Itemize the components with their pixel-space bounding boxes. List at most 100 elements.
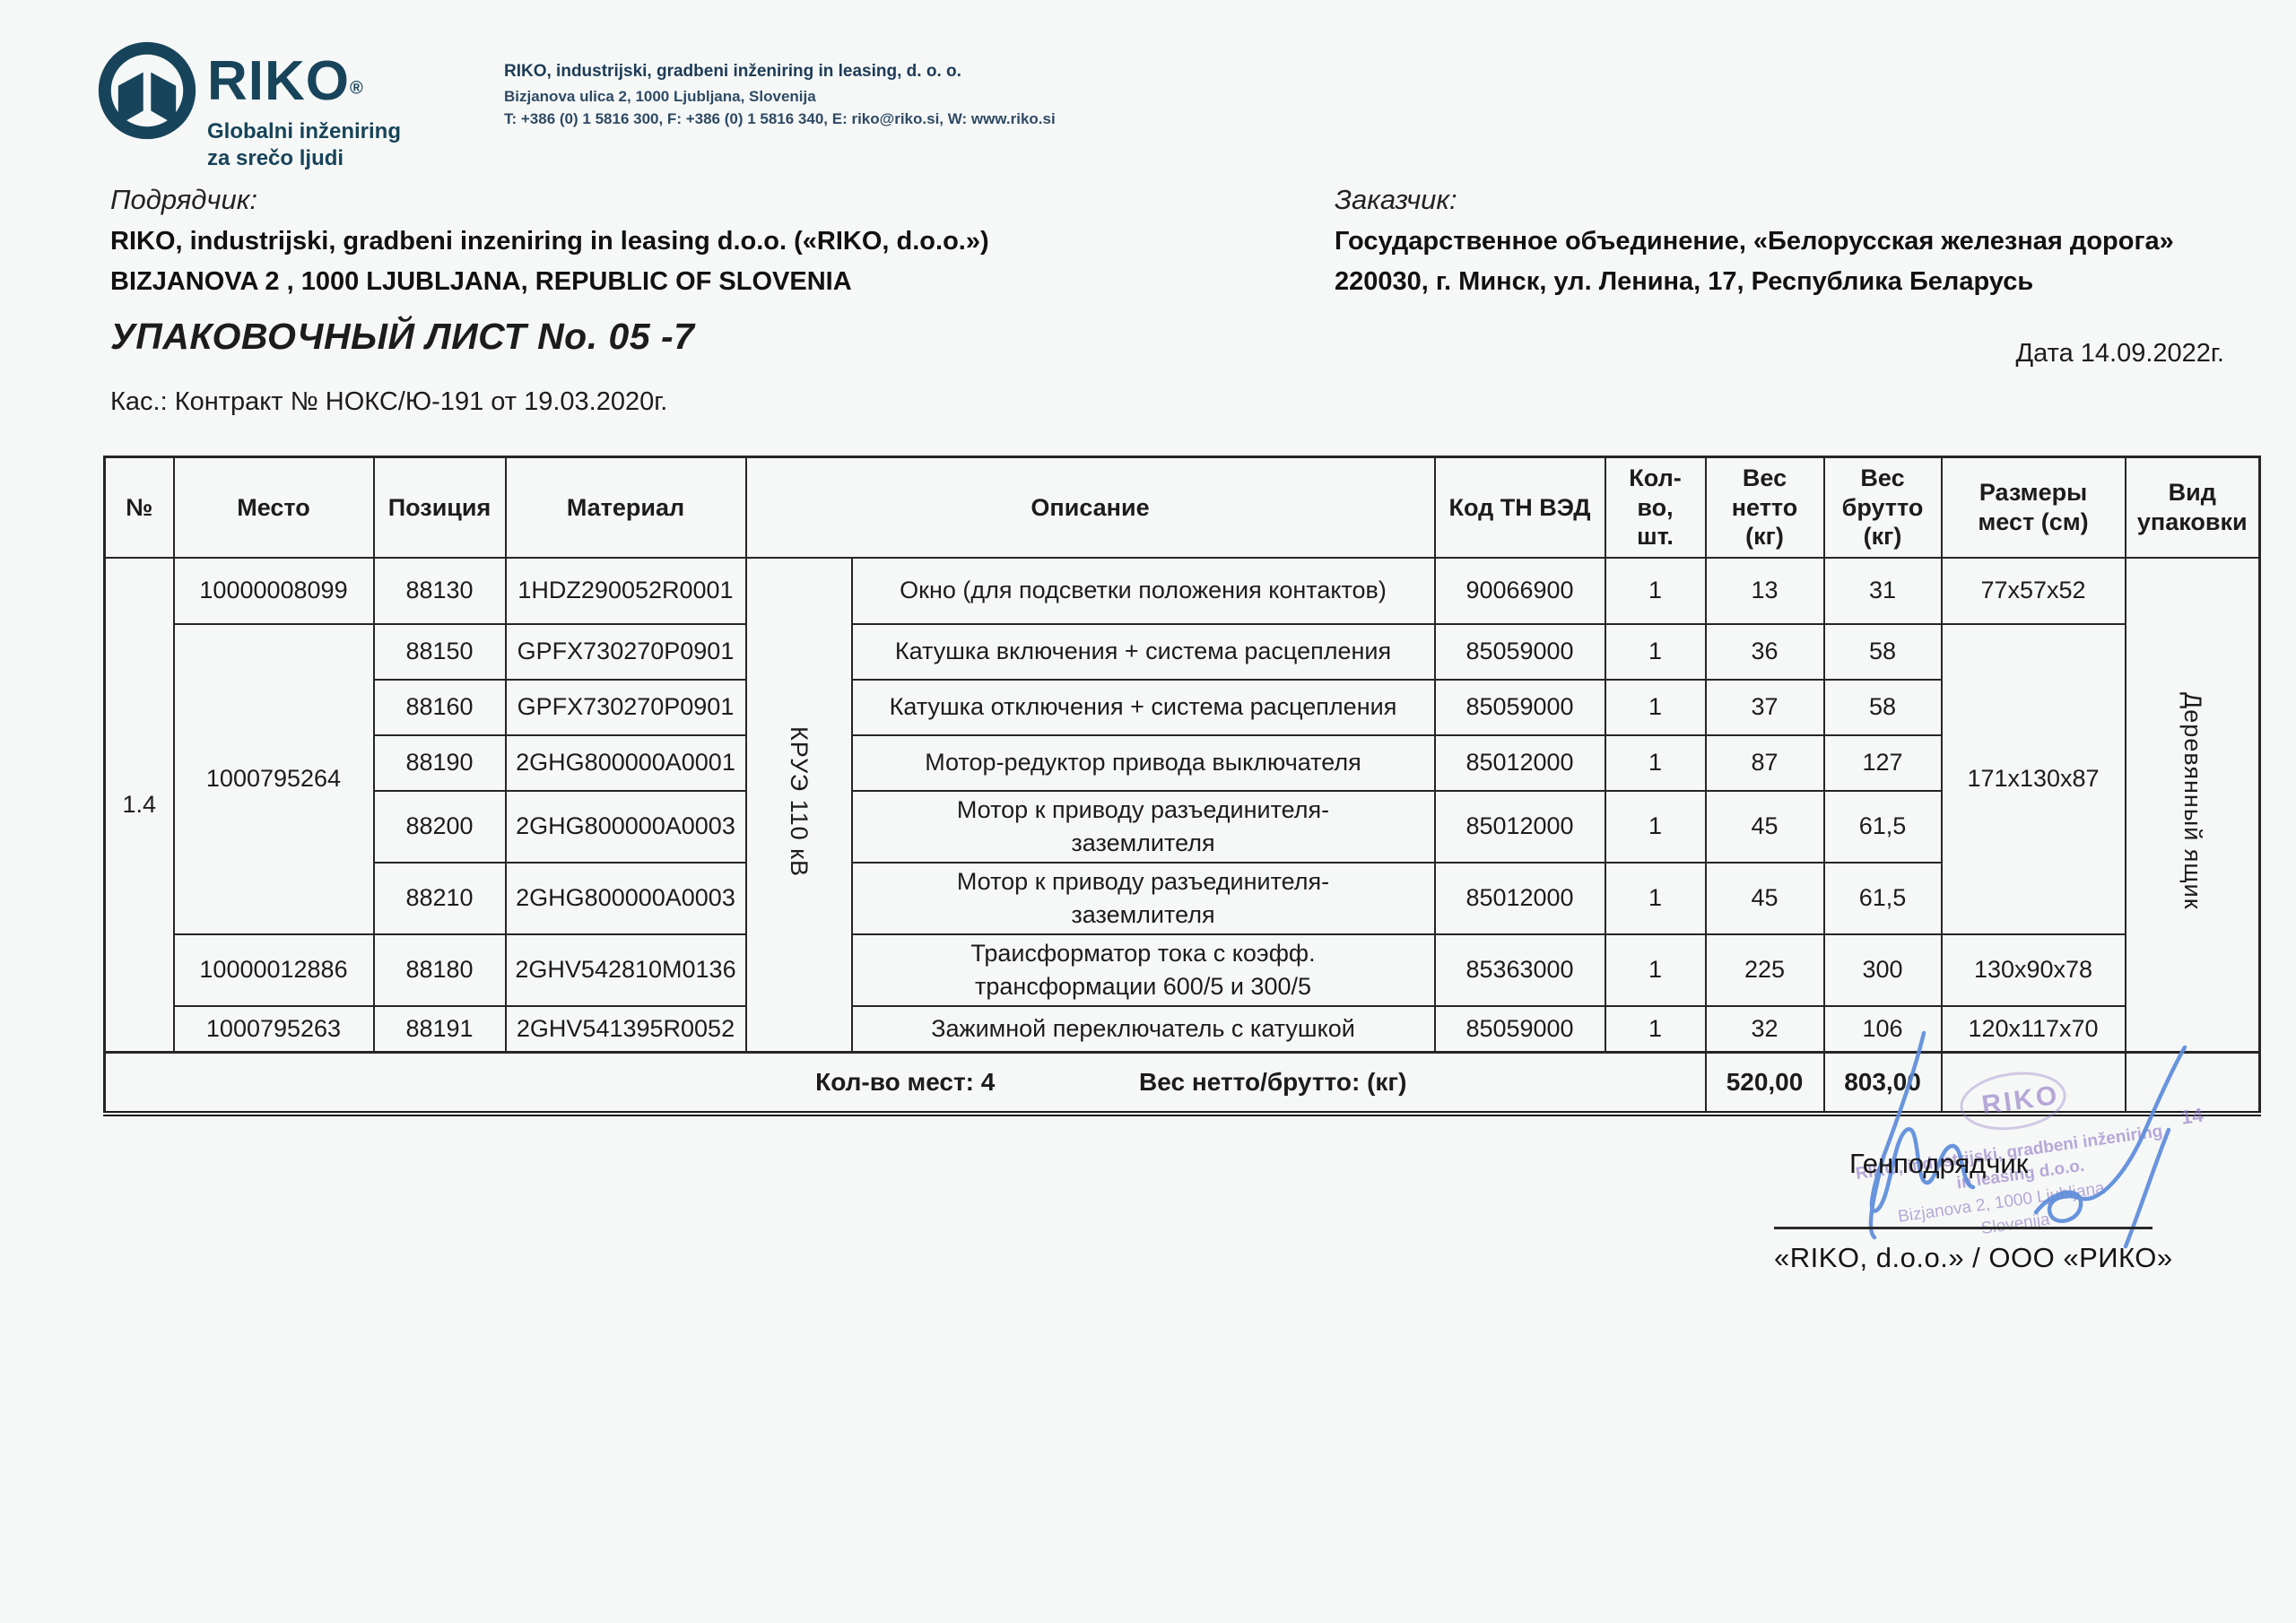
net-weight-cell: 45 (1704, 861, 1825, 935)
net-weight-cell: 32 (1704, 1004, 1825, 1054)
table-row: 88160 GPFX730270P0901 Катушка отключения… (105, 678, 2260, 736)
customs-code-cell: 85059000 (1433, 1004, 1606, 1054)
contractor-label: Подрядчик: (110, 184, 257, 215)
qty-cell: 1 (1604, 789, 1707, 864)
position-cell: 88180 (372, 933, 507, 1007)
contractor-name: RIKO, industrijski, gradbeni inzeniring … (110, 227, 989, 256)
places-count: Кол-во мест: 4 (815, 1067, 996, 1096)
company-address: Bizjanova ulica 2, 1000 Ljubljana, Slove… (504, 87, 816, 105)
description-cell: Окно (для подсветки положения контактов) (850, 556, 1436, 625)
position-cell: 88150 (372, 622, 507, 681)
net-weight-cell: 45 (1704, 789, 1825, 864)
packing-table: № Место Позиция Материал Описание Код ТН… (103, 456, 2262, 1116)
registered-mark: ® (350, 78, 363, 99)
material-cell: 2GHV542810M0136 (504, 933, 747, 1007)
customs-code-cell: 90066900 (1433, 556, 1606, 625)
net-weight-cell: 87 (1704, 733, 1825, 792)
gross-weight-cell: 61,5 (1822, 861, 1943, 935)
net-total-cell: 520,00 (1704, 1051, 1825, 1116)
position-cell: 88160 (372, 678, 507, 736)
gross-weight-cell: 58 (1822, 622, 1943, 681)
riko-book-icon (98, 41, 196, 140)
customer-name: Государственное объединение, «Белорусска… (1335, 227, 2174, 256)
table-row: 1000795263 88191 2GHV541395R0052 Зажимно… (105, 1004, 2260, 1054)
qty-cell: 1 (1604, 861, 1707, 935)
material-cell: GPFX730270P0901 (504, 622, 747, 681)
gross-weight-cell: 106 (1822, 1004, 1943, 1054)
material-cell: 1HDZ290052R0001 (504, 556, 747, 625)
material-cell: 2GHG800000A0003 (504, 789, 747, 864)
table-header-row: № Место Позиция Материал Описание Код ТН… (103, 456, 2261, 559)
footer-empty-packaging-cell (2124, 1051, 2261, 1116)
description-cell: Зажимной переключатель с катушкой (850, 1004, 1436, 1054)
material-cell: 2GHV541395R0052 (504, 1004, 747, 1054)
signatory-company-names: «RIKO, d.o.o.» / ООО «РИКО» (1774, 1242, 2173, 1273)
document-date: Дата 14.09.2022г. (2015, 339, 2224, 368)
qty-cell: 1 (1604, 556, 1707, 625)
col-header-description: Описание (744, 456, 1436, 559)
material-cell: 2GHG800000A0003 (504, 861, 747, 935)
table-footer-row: Кол-во мест: 4 Вес нетто/брутто: (кг) 52… (103, 1051, 2261, 1116)
table-row: 1.4 10000008099 88130 1HDZ290052R0001 КР… (103, 556, 2261, 1054)
col-header-material: Материал (504, 456, 747, 559)
qty-cell: 1 (1604, 1004, 1707, 1054)
page-title: УПАКОВОЧНЫЙ ЛИСТ No. 05 -7 (110, 316, 695, 357)
customer-block: Заказчик: Государственное объединение, «… (1335, 184, 2258, 297)
col-header-customs-code: Код ТН ВЭД (1433, 456, 1606, 559)
customs-code-cell: 85363000 (1433, 933, 1606, 1007)
col-header-dims: Размеры мест (см) (1940, 456, 2126, 559)
table-row: 88210 2GHG800000A0003 Мотор к приводу ра… (105, 861, 2260, 935)
qty-cell: 1 (1604, 622, 1707, 681)
company-contacts: T: +386 (0) 1 5816 300, F: +386 (0) 1 58… (504, 110, 1056, 127)
col-header-no: № (103, 456, 175, 559)
position-cell: 88130 (372, 556, 507, 625)
description-cell: Катушка отключения + система расцепления (850, 678, 1436, 736)
material-cell: GPFX730270P0901 (504, 678, 747, 736)
position-cell: 88210 (372, 861, 507, 935)
company-info-block: RIKO, industrijski, gradbeni inženiring … (504, 59, 1056, 131)
signature-line (1774, 1227, 2152, 1229)
customer-address: 220030, г. Минск, ул. Ленина, 17, Респуб… (1335, 267, 2034, 296)
col-header-packaging: Вид упаковки (2124, 456, 2261, 559)
customs-code-cell: 85059000 (1433, 622, 1606, 681)
customs-code-cell: 85012000 (1433, 789, 1606, 864)
dims-cell: 130х90х78 (1940, 933, 2126, 1007)
gross-total-cell: 803,00 (1822, 1051, 1943, 1116)
logo-tagline: Globalni inženiring za srečo ljudi (207, 119, 401, 170)
description-cell: Мотор к приводу разъединителя- заземлите… (850, 789, 1436, 864)
col-header-qty: Кол- во, шт. (1604, 456, 1707, 559)
dims-cell: 120х117х70 (1940, 1004, 2126, 1054)
col-header-gross: Вес брутто (кг) (1822, 456, 1943, 559)
position-cell: 88190 (372, 733, 507, 792)
position-cell: 88191 (372, 1004, 507, 1054)
contractor-block: Подрядчик: RIKO, industrijski, gradbeni … (110, 184, 1294, 297)
net-weight-cell: 36 (1704, 622, 1825, 681)
qty-cell: 1 (1604, 933, 1707, 1007)
table-row: 88190 2GHG800000A0001 Мотор-редуктор при… (105, 733, 2260, 792)
description-cell: Мотор к приводу разъединителя- заземлите… (850, 861, 1436, 935)
equipment-label-cell: КРУЭ 110 кВ (744, 556, 853, 1054)
position-cell: 88200 (372, 789, 507, 864)
net-weight-cell: 225 (1704, 933, 1825, 1007)
dims-cell: 171х130х87 (1940, 622, 2126, 935)
signatory-role-label: Генподрядчик (1849, 1148, 2029, 1179)
totals-left-cell: Кол-во мест: 4 Вес нетто/брутто: (кг) (103, 1051, 1707, 1116)
description-cell: Мотор-редуктор привода выключателя (850, 733, 1436, 792)
customs-code-cell: 85012000 (1433, 861, 1606, 935)
col-header-position: Позиция (372, 456, 507, 559)
customer-label: Заказчик: (1335, 184, 1457, 215)
packaging-type-cell: Деревянный ящик (2124, 556, 2261, 1054)
company-name: RIKO, industrijski, gradbeni inženiring … (504, 62, 961, 81)
col-header-place: Место (172, 456, 375, 559)
customs-code-cell: 85012000 (1433, 733, 1606, 792)
net-weight-cell: 13 (1704, 556, 1825, 625)
footer-empty-dims-cell (1940, 1051, 2126, 1116)
equipment-label: КРУЭ 110 кВ (786, 725, 813, 877)
qty-cell: 1 (1604, 733, 1707, 792)
place-cell: 10000008099 (172, 556, 375, 625)
qty-cell: 1 (1604, 678, 1707, 736)
net-weight-cell: 37 (1704, 678, 1825, 736)
gross-weight-cell: 31 (1822, 556, 1943, 625)
gross-weight-cell: 61,5 (1822, 789, 1943, 864)
